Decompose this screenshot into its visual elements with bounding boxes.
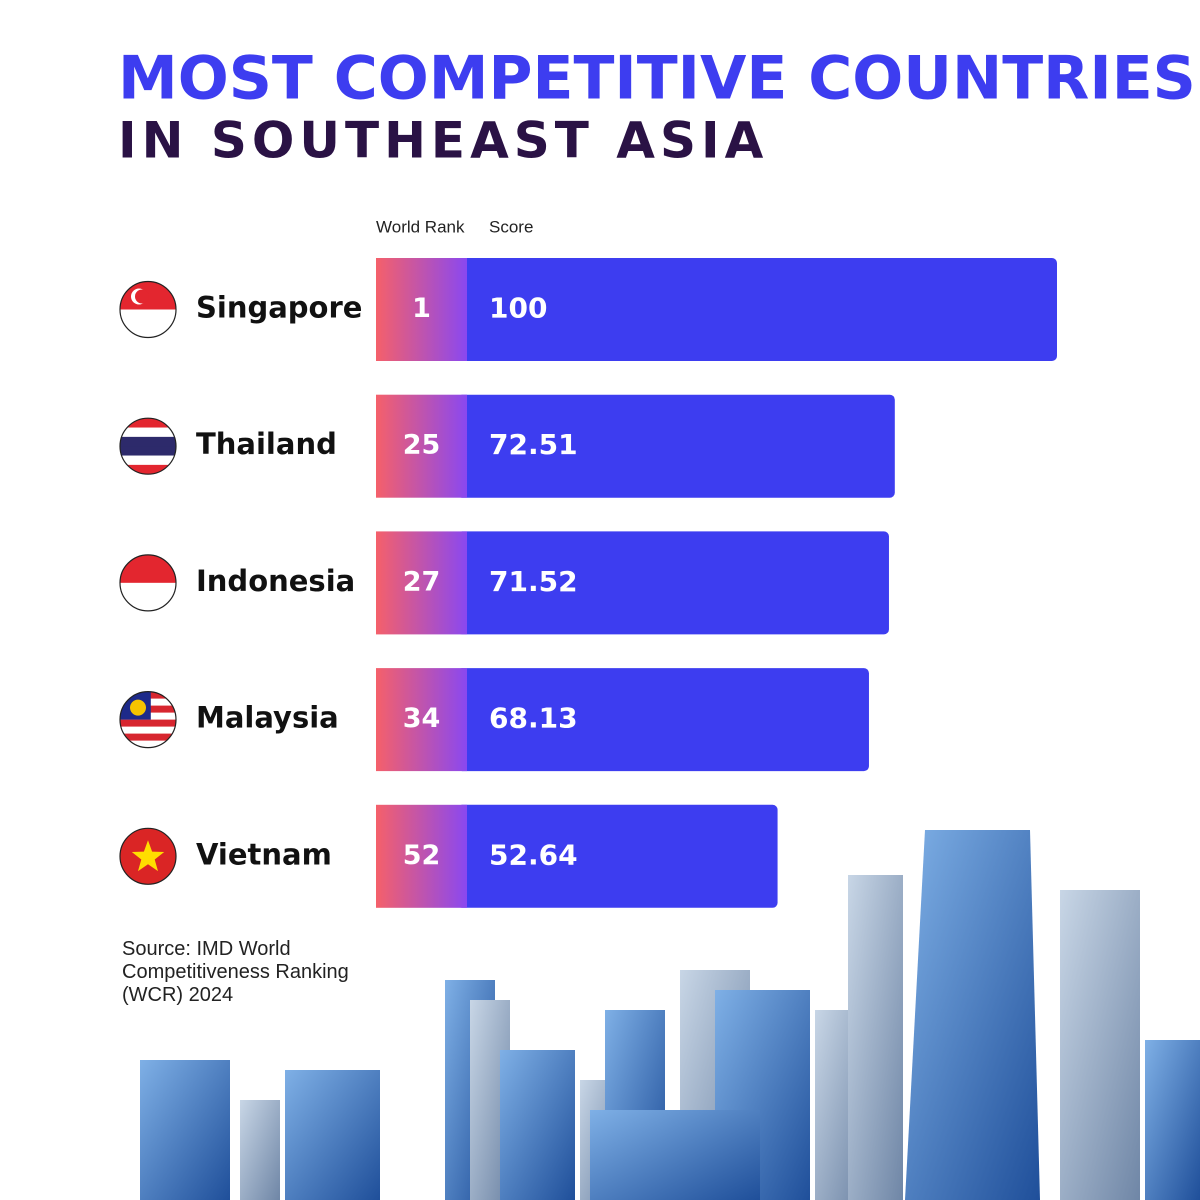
chart-title: MOST COMPETITIVE COUNTRIES	[118, 44, 1196, 114]
flag-part	[120, 418, 176, 429]
flag-border	[119, 280, 177, 339]
value-label: 71.52	[489, 565, 578, 598]
flag-part	[120, 733, 176, 742]
flag	[120, 828, 176, 885]
flag-part	[120, 726, 176, 735]
category-label: Singapore	[196, 291, 362, 325]
flag-part	[130, 699, 146, 716]
value-label: 68.13	[489, 702, 578, 735]
category-label: Malaysia	[196, 701, 339, 735]
flag-border	[119, 554, 177, 612]
flag-part	[120, 554, 176, 583]
category-label: Vietnam	[196, 837, 332, 871]
flag-part	[120, 582, 176, 611]
bar	[457, 804, 778, 908]
chart-subtitle: IN SOUTHEAST ASIA	[118, 112, 768, 170]
rank-cell	[376, 531, 467, 635]
flag-part	[120, 740, 176, 748]
category-label: Indonesia	[196, 564, 355, 598]
value-label: 100	[489, 292, 547, 325]
column-header: World Rank	[376, 217, 465, 236]
value-label: 52.64	[489, 838, 578, 871]
flag-part	[120, 719, 176, 728]
flag-part	[120, 464, 176, 475]
category-label: Thailand	[196, 427, 337, 461]
rank-label: 52	[403, 840, 441, 871]
flag	[120, 691, 176, 748]
bar	[457, 394, 895, 498]
flag-part	[120, 455, 176, 466]
rank-cell	[376, 394, 467, 498]
rank-label: 34	[403, 703, 441, 734]
flag-border	[119, 827, 177, 885]
column-header: Score	[489, 217, 533, 236]
flag-part	[120, 446, 176, 457]
flag-border	[119, 417, 177, 475]
rank-cell	[376, 258, 467, 361]
rank-cell	[376, 804, 467, 908]
flag-border	[119, 690, 177, 749]
rank-cell	[376, 668, 467, 772]
value-label: 72.51	[489, 428, 578, 461]
source-note: Source: IMD World Competitiveness Rankin…	[122, 938, 349, 1006]
skyline	[140, 830, 1200, 1200]
flag-part	[120, 427, 176, 438]
flag-part	[120, 436, 176, 447]
rank-label: 1	[412, 293, 431, 324]
flag-part	[120, 309, 176, 338]
bar	[457, 258, 1057, 361]
flag-part	[131, 840, 165, 872]
flag	[120, 418, 176, 475]
rank-label: 25	[403, 430, 441, 461]
rank-label: 27	[403, 566, 441, 597]
flag-part	[135, 289, 149, 304]
bar	[457, 668, 869, 772]
bar	[457, 531, 889, 635]
